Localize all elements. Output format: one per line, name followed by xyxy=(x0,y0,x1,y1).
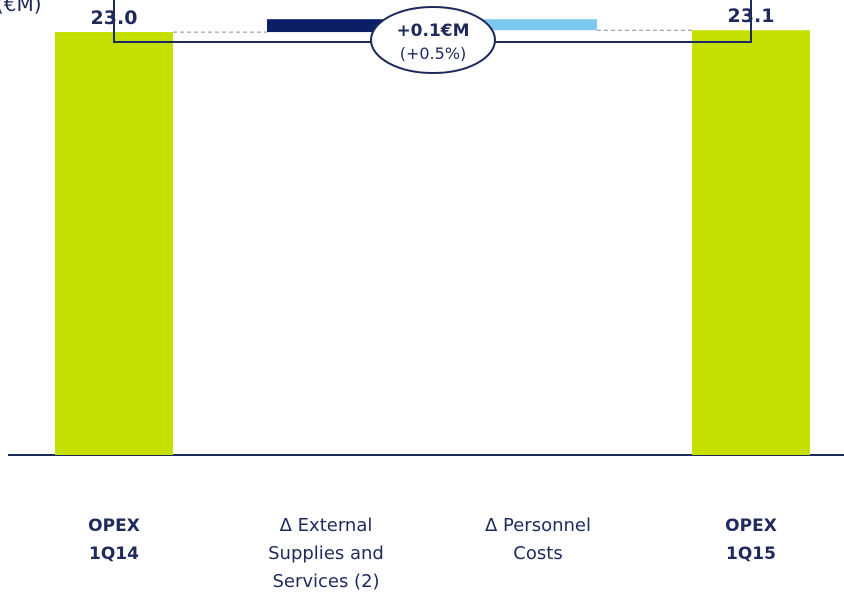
data-label-delta-pct-1: (+7.1%) xyxy=(286,0,365,1)
category-label-opex-1q14: OPEX 1Q14 xyxy=(88,516,140,564)
unit-label: (€M) xyxy=(0,0,42,16)
bar-total-0 xyxy=(55,32,173,456)
data-label-delta-pct-2: (-4.4%) xyxy=(503,0,573,1)
bar-delta-2 xyxy=(479,19,597,31)
change-bubble xyxy=(370,6,496,74)
change-bubble-pct: (+0.5%) xyxy=(400,44,467,63)
change-bubble-value: +0.1€M xyxy=(396,21,469,41)
bar-delta-1 xyxy=(267,19,385,33)
category-label-external-supplies: Δ External Supplies and Services (2) xyxy=(268,515,384,592)
category-label-opex-1q15: OPEX 1Q15 xyxy=(725,516,777,564)
bar-total-3 xyxy=(692,30,810,456)
category-label-personnel-costs: Δ Personnel Costs xyxy=(484,515,591,564)
